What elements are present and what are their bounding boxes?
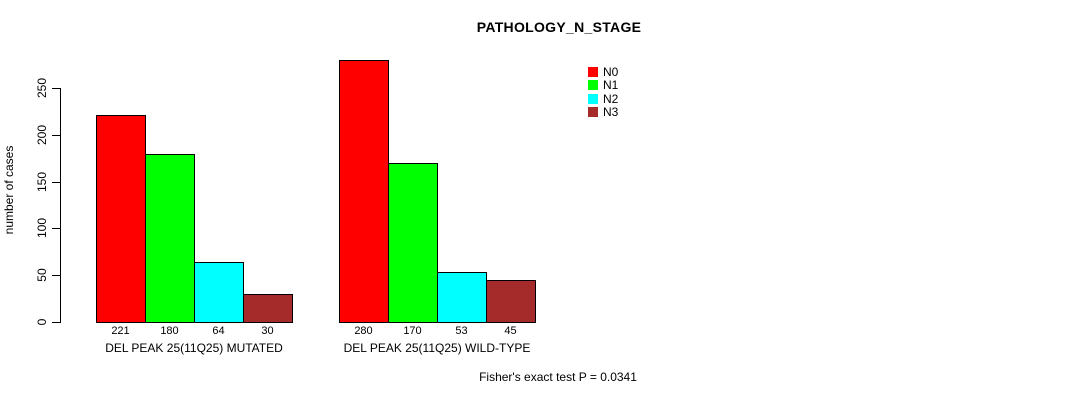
bar-value-label: 180 [160, 325, 179, 337]
bar-n1-group1 [145, 154, 195, 323]
legend-swatch-n0 [588, 67, 598, 77]
bar-n3-group2 [486, 280, 536, 323]
bar-value-label: 45 [504, 325, 517, 337]
stat-test-note: Fisher's exact test P = 0.0341 [479, 370, 637, 384]
y-axis-label: number of cases [2, 145, 16, 235]
y-tick-mark [52, 228, 60, 229]
bar-value-label: 221 [111, 325, 130, 337]
bar-n2-group2 [437, 272, 487, 323]
y-tick-mark [52, 135, 60, 136]
bar-n1-group2 [388, 163, 438, 323]
bar-value-label: 64 [212, 325, 225, 337]
bar-n0-group1 [96, 115, 146, 323]
bar-value-label: 170 [403, 325, 422, 337]
y-tick-mark [52, 182, 60, 183]
bar-n0-group2 [339, 60, 389, 323]
y-tick-label: 50 [35, 268, 49, 282]
legend-item-n0: N0 [588, 66, 618, 78]
y-tick-label: 150 [35, 171, 49, 193]
legend-label: N3 [603, 105, 619, 119]
bar-value-label: 53 [455, 325, 468, 337]
group-axis-label: DEL PEAK 25(11Q25) MUTATED [105, 341, 283, 355]
legend-item-n1: N1 [588, 79, 618, 91]
legend-swatch-n3 [588, 107, 598, 117]
legend-label: N2 [603, 92, 619, 106]
legend-label: N1 [603, 78, 619, 92]
legend-item-n2: N2 [588, 93, 618, 105]
y-tick-label: 200 [35, 124, 49, 146]
legend-swatch-n2 [588, 94, 598, 104]
y-axis-line [60, 88, 61, 323]
bar-value-label: 280 [354, 325, 373, 337]
y-tick-mark [52, 322, 60, 323]
bar-n2-group1 [194, 262, 244, 323]
y-tick-mark [52, 88, 60, 89]
legend-swatch-n1 [588, 80, 598, 90]
chart-title: PATHOLOGY_N_STAGE [476, 19, 642, 35]
bar-value-label: 30 [261, 325, 274, 337]
bar-n3-group1 [243, 294, 293, 323]
y-tick-label: 0 [35, 318, 49, 326]
legend-label: N0 [603, 65, 619, 79]
y-tick-label: 250 [35, 77, 49, 99]
group-axis-label: DEL PEAK 25(11Q25) WILD-TYPE [343, 341, 531, 355]
legend-item-n3: N3 [588, 106, 618, 118]
y-tick-mark [52, 275, 60, 276]
y-tick-label: 100 [35, 217, 49, 239]
